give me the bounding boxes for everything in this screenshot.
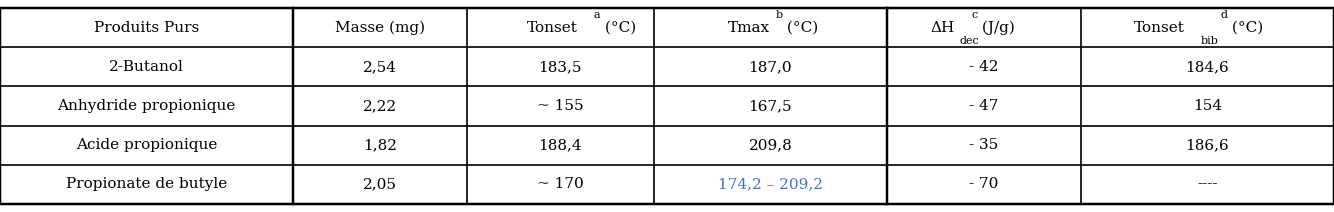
- Text: (J/g): (J/g): [976, 21, 1015, 35]
- Text: bib: bib: [1201, 36, 1218, 46]
- Text: Tonset: Tonset: [1134, 21, 1185, 35]
- Text: ΔH: ΔH: [931, 21, 955, 35]
- Text: ~ 170: ~ 170: [536, 177, 584, 191]
- Text: - 47: - 47: [968, 99, 999, 113]
- Text: 209,8: 209,8: [748, 138, 792, 152]
- Text: - 35: - 35: [970, 138, 998, 152]
- Text: 2-Butanol: 2-Butanol: [109, 60, 184, 74]
- Text: Anhydride propionique: Anhydride propionique: [57, 99, 236, 113]
- Text: dec: dec: [959, 36, 979, 46]
- Text: Tmax: Tmax: [728, 21, 770, 35]
- Text: - 70: - 70: [968, 177, 999, 191]
- Text: ----: ----: [1197, 177, 1218, 191]
- Text: - 42: - 42: [968, 60, 999, 74]
- Text: Masse (mg): Masse (mg): [335, 21, 426, 35]
- Text: 174,2 – 209,2: 174,2 – 209,2: [718, 177, 823, 191]
- Text: 187,0: 187,0: [748, 60, 792, 74]
- Text: (°C): (°C): [1227, 21, 1263, 35]
- Text: c: c: [971, 10, 978, 20]
- Text: Tonset: Tonset: [527, 21, 578, 35]
- Text: 154: 154: [1193, 99, 1222, 113]
- Text: 1,82: 1,82: [363, 138, 398, 152]
- Text: (°C): (°C): [782, 21, 819, 35]
- Text: 186,6: 186,6: [1186, 138, 1229, 152]
- Text: 183,5: 183,5: [539, 60, 582, 74]
- Text: 188,4: 188,4: [539, 138, 582, 152]
- Text: ~ 155: ~ 155: [538, 99, 583, 113]
- Text: 2,54: 2,54: [363, 60, 398, 74]
- Text: (°C): (°C): [600, 21, 636, 35]
- Text: a: a: [594, 10, 600, 20]
- Text: Propionate de butyle: Propionate de butyle: [67, 177, 227, 191]
- Text: 167,5: 167,5: [748, 99, 792, 113]
- Text: 2,05: 2,05: [363, 177, 398, 191]
- Text: Acide propionique: Acide propionique: [76, 138, 217, 152]
- Text: Produits Purs: Produits Purs: [95, 21, 199, 35]
- Text: 184,6: 184,6: [1186, 60, 1229, 74]
- Text: 2,22: 2,22: [363, 99, 398, 113]
- Text: b: b: [776, 10, 783, 20]
- Text: d: d: [1221, 10, 1227, 20]
